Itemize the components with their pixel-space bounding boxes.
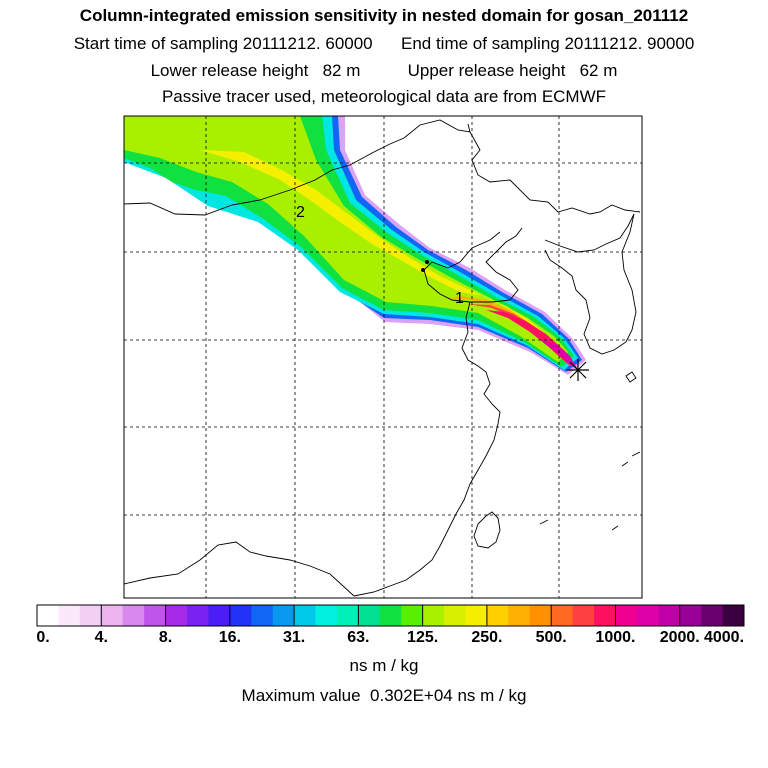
- annotation-1: 1: [455, 290, 464, 307]
- colorbar-swatch: [358, 605, 381, 626]
- plot-frame: [123, 115, 643, 599]
- colorbar-tick-label: 2000.: [659, 629, 700, 646]
- colorbar-tick-label: 125.: [407, 629, 439, 646]
- site-dot: [421, 268, 425, 272]
- colorbar-swatch: [486, 605, 509, 626]
- colorbar-swatch: [572, 605, 595, 626]
- colorbar-tick-label: 500.: [535, 629, 567, 646]
- lower-release-height: Lower release height 82 m: [150, 61, 361, 80]
- colorbar-swatch: [79, 605, 102, 626]
- coast-japan-isles: [539, 371, 641, 531]
- colorbar-swatch: [422, 605, 445, 626]
- colorbar-swatch: [315, 605, 338, 626]
- plume-layer: [124, 116, 586, 375]
- upper-release-height: Upper release height 62 m: [407, 61, 618, 80]
- colorbar-frame: [36, 604, 745, 627]
- border-mongolia: [124, 119, 471, 216]
- site-dot: [425, 260, 429, 264]
- plume-contour-500: [446, 296, 566, 360]
- colorbar-swatch: [229, 605, 252, 626]
- colorbar-swatch: [379, 605, 402, 626]
- colorbar-swatch: [165, 605, 188, 626]
- colorbar-swatch: [186, 605, 209, 626]
- colorbar-swatch: [679, 605, 702, 626]
- colorbar-swatch: [251, 605, 274, 626]
- border-ne-china: [469, 131, 641, 215]
- colorbar-swatch: [551, 605, 574, 626]
- colorbar-swatch: [701, 605, 724, 626]
- colorbar-units: ns m / kg: [349, 656, 419, 675]
- colorbar-swatch: [594, 605, 616, 626]
- release-heights: Lower release height 82 m Upper release …: [0, 61, 768, 81]
- start-time: Start time of sampling 20111212. 60000: [73, 34, 373, 53]
- plume-contour-2000: [486, 310, 576, 368]
- coast-china-east: [353, 301, 501, 597]
- colorbar-swatch: [615, 605, 638, 626]
- colorbar-tick-label: 8.: [158, 629, 173, 646]
- colorbar-swatch: [336, 605, 359, 626]
- colorbar-swatch: [294, 605, 317, 626]
- colorbar-swatch: [101, 605, 124, 626]
- coastlines: [124, 119, 641, 597]
- sampling-times: Start time of sampling 20111212. 60000 E…: [0, 34, 768, 54]
- colorbar-tick-label: 4.: [94, 629, 108, 646]
- colorbar-swatch: [144, 605, 167, 626]
- coast-taiwan: [473, 511, 501, 549]
- receptor-marker-icon: [567, 359, 589, 381]
- colorbar-swatch: [444, 605, 466, 626]
- annotation-2: 2: [296, 204, 305, 221]
- border-southwest: [124, 541, 355, 597]
- colorbar-swatch: [722, 605, 745, 626]
- colorbar-tick-label: 250.: [471, 629, 503, 646]
- plume-contour-4000: [540, 340, 578, 370]
- colorbar-swatch: [208, 605, 231, 626]
- colorbar-tick-label: 16.: [218, 629, 241, 646]
- colorbar-swatch: [658, 605, 681, 626]
- colorbar-swatch: [58, 605, 81, 626]
- gridlines: [124, 116, 642, 598]
- colorbar-swatch: [37, 605, 59, 626]
- colorbar-tick-label: 1000.: [595, 629, 636, 646]
- colorbar-swatch: [508, 605, 531, 626]
- colorbar-swatch: [272, 605, 295, 626]
- colorbar-tick-label: 31.: [282, 629, 306, 646]
- colorbar-swatch: [465, 605, 488, 626]
- colorbar: [36, 604, 745, 627]
- colorbar-tick-label: 0.: [36, 629, 50, 646]
- chart-title: Column-integrated emission sensitivity i…: [79, 6, 689, 25]
- colorbar-swatch: [529, 605, 552, 626]
- colorbar-swatch: [122, 605, 145, 626]
- colorbar-tick-label: 63.: [347, 629, 370, 646]
- colorbar-swatch: [636, 605, 659, 626]
- colorbar-swatch: [401, 605, 424, 626]
- colorbar-tick-label: 4000.: [703, 629, 745, 646]
- site-markers: 1 2: [296, 204, 589, 381]
- tracer-note: Passive tracer used, meteorological data…: [161, 87, 607, 106]
- end-time: End time of sampling 20111212. 90000: [400, 34, 695, 53]
- maximum-value: Maximum value 0.302E+04 ns m / kg: [241, 686, 527, 705]
- coast-korea: [544, 213, 637, 355]
